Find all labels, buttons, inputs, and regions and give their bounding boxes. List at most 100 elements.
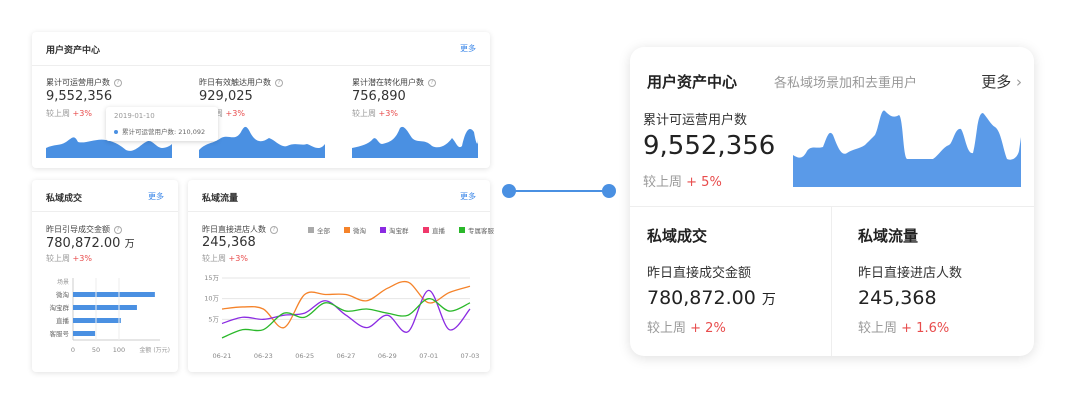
- x-axis-label: 金额 (万元): [139, 346, 170, 354]
- tooltip-date: 2019-01-10: [114, 112, 155, 120]
- sparkline-1: [46, 137, 172, 158]
- chevron-right-icon: ›: [1016, 73, 1022, 91]
- metric-compare: 较上周 +3%: [352, 109, 398, 118]
- legend-swatch-icon: [308, 227, 314, 233]
- legend-swatch-icon: [380, 227, 386, 233]
- help-icon[interactable]: ?: [275, 78, 283, 87]
- x-tick: 07-01: [419, 352, 438, 360]
- card-subtitle: 各私域场景加和去重用户: [774, 76, 918, 91]
- legend-item[interactable]: 淘宝群: [380, 225, 409, 235]
- card-title: 用户资产中心: [647, 73, 738, 91]
- metric-compare: 较上周 + 1.6%: [858, 321, 950, 336]
- divider: [32, 211, 178, 212]
- metric-value: 929,025: [199, 89, 253, 104]
- tooltip-value: 210,092: [178, 128, 206, 136]
- x-tick: 06-23: [254, 352, 273, 360]
- metric-label: 昨日有效触达用户数?: [199, 77, 283, 88]
- metric-compare: 较上周 +3%: [46, 109, 92, 118]
- tooltip-label: 累计可运营用户数:: [122, 128, 177, 136]
- divider: [630, 206, 1034, 207]
- metric-label: 累计可运营用户数?: [46, 77, 122, 88]
- help-icon[interactable]: ?: [428, 78, 436, 87]
- metric-label: 累计可运营用户数: [643, 113, 748, 128]
- card-title: 私域流量: [202, 194, 239, 204]
- divider: [188, 211, 490, 212]
- sparkline-2: [199, 126, 325, 158]
- help-icon[interactable]: ?: [114, 225, 122, 234]
- more-link[interactable]: 更多: [460, 192, 476, 201]
- sparkline: [793, 110, 1021, 187]
- connector-line: [509, 190, 609, 192]
- y-axis-label: 场景: [57, 278, 69, 286]
- category-label: 直播: [56, 316, 70, 325]
- line-chart: 5万 10万 15万 06-21 06-23 06-25 06-27 06-29 07-01 07…: [204, 274, 480, 360]
- user-asset-card-enlarged: 用户资产中心 各私域场景加和去重用户 更多 › 累计可运营用户数 9,552,3…: [630, 47, 1034, 356]
- metric-value: 756,890: [352, 89, 406, 104]
- metric-value: 245,368: [858, 287, 937, 309]
- metric-label: 昨日直接进店人数?: [202, 224, 278, 235]
- section-title: 私域流量: [858, 227, 919, 245]
- x-tick: 100: [113, 346, 125, 354]
- x-tick: 50: [92, 346, 100, 354]
- user-asset-card: 用户资产中心 更多 累计可运营用户数? 9,552,356 较上周 +3% 昨日有…: [32, 32, 490, 168]
- y-tick: 5万: [208, 315, 219, 323]
- metric-label: 累计潜在转化用户数?: [352, 77, 436, 88]
- private-trade-card: 私域成交 更多 昨日引导成交金额? 780,872.00 万 较上周 +3% 场…: [32, 180, 178, 372]
- metric-compare: 较上周 + 5%: [643, 175, 722, 190]
- series-dot-icon: [114, 130, 118, 134]
- category-label: 客服号: [50, 329, 70, 338]
- more-link[interactable]: 更多: [148, 192, 164, 201]
- legend-item[interactable]: 直播: [423, 225, 445, 235]
- connector-dot-right: [602, 184, 616, 198]
- metric-label: 昨日直接成交金额: [647, 266, 752, 281]
- legend-item[interactable]: 专属客服: [459, 225, 494, 235]
- x-tick: 06-21: [213, 352, 232, 360]
- series-line: [221, 289, 471, 333]
- private-traffic-card: 私域流量 更多 昨日直接进店人数? 245,368 较上周 +3% 全部 微淘 淘宝…: [188, 180, 494, 372]
- more-link[interactable]: 更多: [460, 44, 476, 53]
- legend-item[interactable]: 全部: [308, 225, 330, 235]
- metric-compare: 较上周 + 2%: [647, 321, 726, 336]
- metric-value: 9,552,356: [46, 89, 113, 104]
- tooltip: 2019-01-10 累计可运营用户数: 210,092: [106, 107, 218, 141]
- series-line: [221, 280, 471, 329]
- bar: [73, 331, 96, 336]
- metric-value: 780,872.00 万: [647, 287, 776, 309]
- category-label: 淘宝群: [50, 303, 70, 312]
- bar: [73, 292, 155, 297]
- x-tick: 0: [71, 346, 75, 354]
- category-label: 微淘: [56, 290, 69, 299]
- metric-label: 昨日引导成交金额?: [46, 224, 122, 235]
- sparkline-3: [352, 126, 478, 158]
- divider: [32, 65, 490, 66]
- x-tick: 06-25: [295, 352, 314, 360]
- x-tick: 06-27: [337, 352, 356, 360]
- bar: [73, 305, 137, 310]
- legend-swatch-icon: [423, 227, 429, 233]
- metric-compare: 较上周 +3%: [202, 254, 248, 263]
- tooltip-row: 累计可运营用户数: 210,092: [114, 126, 205, 136]
- divider: [831, 207, 832, 356]
- card-title: 用户资产中心: [46, 46, 101, 56]
- help-icon[interactable]: ?: [114, 78, 122, 87]
- legend-item[interactable]: 微淘: [344, 225, 366, 235]
- more-link[interactable]: 更多 ›: [981, 73, 1022, 91]
- legend-swatch-icon: [344, 227, 350, 233]
- x-tick: 06-29: [378, 352, 397, 360]
- card-title: 私域成交: [46, 194, 83, 204]
- metric-value: 9,552,356: [643, 131, 776, 161]
- y-tick: 10万: [204, 295, 219, 303]
- x-tick: 07-03: [461, 352, 480, 360]
- help-icon[interactable]: ?: [270, 225, 278, 234]
- series-line: [221, 298, 471, 339]
- y-tick: 15万: [204, 274, 219, 282]
- section-title: 私域成交: [647, 227, 708, 245]
- metric-label: 昨日直接进店人数: [858, 266, 963, 281]
- bar: [73, 318, 121, 323]
- legend-swatch-icon: [459, 227, 465, 233]
- metric-value: 780,872.00 万: [46, 236, 135, 251]
- connector-dot-left: [502, 184, 516, 198]
- metric-value: 245,368: [202, 235, 256, 250]
- metric-compare: 较上周 +3%: [46, 254, 92, 263]
